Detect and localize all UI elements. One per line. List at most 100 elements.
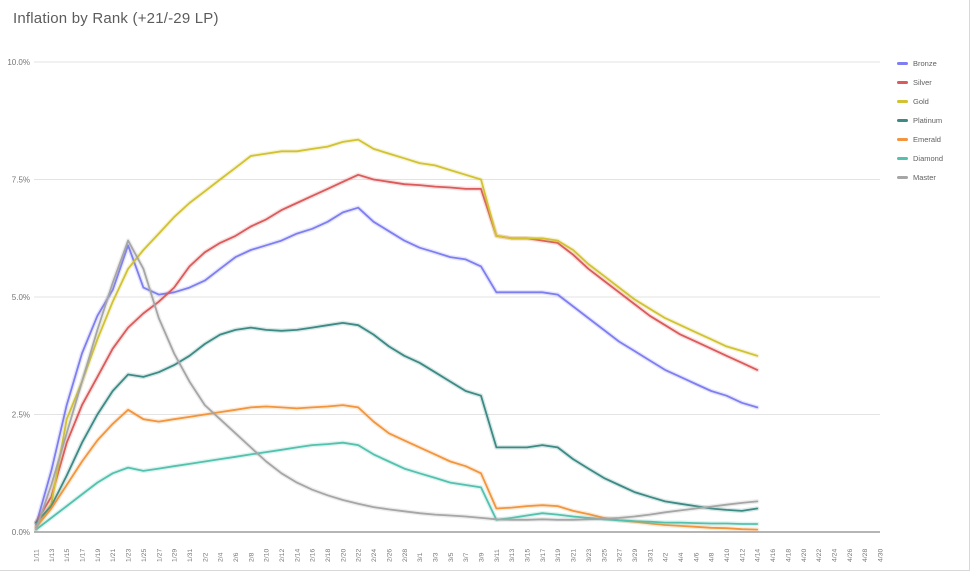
series-line-master[interactable] [33,238,760,532]
x-tick-label: 2/12 [279,549,286,562]
legend-label-gold: Gold [913,97,929,106]
series-path-diamond [35,441,759,531]
chart-title: Inflation by Rank (+21/-29 LP) [13,10,219,27]
x-tick-label: 1/15 [64,549,71,562]
x-tick-label: 4/6 [693,552,700,562]
x-tick-label: 2/24 [371,549,378,562]
legend-label-diamond: Diamond [913,154,944,163]
x-tick-label: 4/12 [739,549,746,562]
legend-marker-bronze [897,62,908,65]
series-halo-bronze [33,205,760,528]
y-tick-label: 5.0% [12,293,30,302]
legend-item-gold[interactable]: Gold [897,92,967,111]
x-tick-label: 1/21 [110,549,117,562]
x-tick-label: 4/30 [877,549,884,562]
series-path-silver [35,173,759,524]
x-tick-label: 2/8 [248,552,255,562]
x-tick-label: 4/26 [847,549,854,562]
x-tick-label: 3/23 [586,549,593,562]
legend-item-master[interactable]: Master [897,168,967,187]
x-tick-label: 4/16 [770,549,777,562]
x-tick-label: 3/29 [632,549,639,562]
x-tick-label: 3/17 [540,549,547,562]
x-tick-label: 4/20 [801,549,808,562]
x-tick-label: 1/31 [187,549,194,562]
x-tick-label: 4/8 [709,552,716,562]
y-tick-label: 0.0% [12,528,30,537]
legend-marker-silver [897,81,908,84]
legend-item-platinum[interactable]: Platinum [897,111,967,130]
x-tick-label: 1/19 [95,549,102,562]
x-tick-label: 2/10 [264,549,271,562]
x-tick-label: 2/22 [356,549,363,562]
legend-label-emerald: Emerald [913,135,941,144]
x-tick-label: 3/7 [463,552,470,562]
x-tick-label: 2/4 [218,552,225,562]
x-tick-label: 2/20 [340,549,347,562]
x-tick-label: 3/3 [432,552,439,562]
x-tick-label: 1/29 [172,549,179,562]
series-path-master [35,239,759,531]
x-tick-label: 3/27 [617,549,624,562]
x-tick-label: 1/17 [80,549,87,562]
x-tick-label: 3/13 [509,549,516,562]
x-tick-label: 4/18 [785,549,792,562]
x-tick-label: 3/11 [494,549,501,562]
x-tick-label: 2/14 [294,549,301,562]
legend-marker-gold [897,100,908,103]
series-line-diamond[interactable] [33,440,760,532]
x-tick-label: 3/25 [601,549,608,562]
x-tick-label: 2/28 [402,549,409,562]
x-tick-label: 3/19 [555,549,562,562]
x-tick-label: 1/25 [141,549,148,562]
legend-marker-platinum [897,119,908,122]
series-line-bronze[interactable] [33,205,760,528]
legend-label-bronze: Bronze [913,59,937,68]
x-tick-label: 3/5 [448,552,455,562]
series-path-platinum [35,321,759,524]
x-tick-label: 4/2 [663,552,670,562]
x-tick-label: 4/10 [724,549,731,562]
x-tick-label: 1/11 [34,549,41,562]
legend-marker-diamond [897,157,908,160]
x-tick-label: 4/28 [862,549,869,562]
x-tick-label: 3/15 [525,549,532,562]
legend-label-master: Master [913,173,936,182]
x-tick-label: 3/31 [647,549,654,562]
y-tick-label: 7.5% [12,176,30,185]
x-tick-label: 2/16 [310,549,317,562]
x-tick-label: 1/27 [156,549,163,562]
x-tick-label: 4/22 [816,549,823,562]
legend-item-silver[interactable]: Silver [897,73,967,92]
series-halo-platinum [33,320,760,525]
x-tick-label: 3/1 [417,552,424,562]
x-tick-label: 1/23 [126,549,133,562]
legend-item-bronze[interactable]: Bronze [897,54,967,73]
legend-marker-master [897,176,908,179]
legend-marker-emerald [897,138,908,141]
x-tick-label: 4/24 [831,549,838,562]
y-tick-label: 2.5% [12,411,30,420]
x-tick-label: 4/4 [678,552,685,562]
legend-label-platinum: Platinum [913,116,943,125]
y-tick-label: 10.0% [7,58,30,67]
x-tick-label: 3/21 [571,549,578,562]
series-line-silver[interactable] [33,172,760,525]
legend-label-silver: Silver [913,78,932,87]
x-tick-label: 2/6 [233,552,240,562]
series-path-gold [35,138,759,529]
x-tick-label: 4/14 [755,549,762,562]
x-tick-label: 3/9 [479,552,486,562]
legend-item-emerald[interactable]: Emerald [897,130,967,149]
chart-legend: Bronze Silver Gold Platinum Emerald Diamond Ma… [897,54,967,187]
x-tick-label: 2/18 [325,549,332,562]
legend-item-diamond[interactable]: Diamond [897,149,967,168]
series-line-platinum[interactable] [33,320,760,525]
x-tick-label: 1/13 [49,549,56,562]
series-path-bronze [35,206,759,526]
series-line-gold[interactable] [33,137,760,530]
x-tick-label: 2/2 [202,552,209,562]
x-tick-label: 2/26 [386,549,393,562]
